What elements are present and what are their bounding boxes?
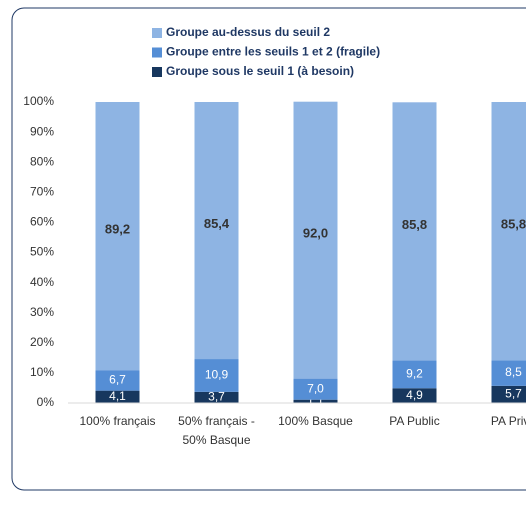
data-label: 6,7 (109, 373, 126, 387)
data-label: 8,5 (505, 365, 522, 379)
y-tick-label: 10% (30, 365, 54, 379)
y-tick-label: 50% (30, 245, 54, 259)
bar-segment (194, 391, 239, 403)
x-tick-label: 100% Basque (278, 414, 353, 428)
bar-segment (194, 359, 239, 392)
legend-swatch (152, 47, 162, 58)
legend-swatch (152, 28, 162, 38)
legend-label: Groupe sous le seuil 1 (à besoin) (166, 64, 354, 78)
bar-segment (194, 102, 239, 360)
data-label: 3,7 (208, 390, 225, 404)
data-label: 85,4 (204, 216, 230, 231)
data-label: 4,9 (406, 388, 423, 402)
x-tick-label: PA Privé (491, 414, 526, 428)
legend-label: Groupe au-dessus du seuil 2 (166, 25, 330, 39)
bar-segment (491, 102, 526, 361)
bar-segment (293, 399, 338, 403)
y-tick-label: 20% (30, 335, 54, 349)
data-label: 5,7 (505, 387, 522, 401)
y-tick-label: 90% (30, 124, 54, 138)
bar-segment (293, 101, 338, 379)
x-tick-label: 100% français (79, 414, 155, 428)
bar-segment (95, 390, 140, 403)
y-tick-label: 30% (30, 305, 54, 319)
data-label: 85,8 (501, 217, 526, 232)
bar-segment (392, 102, 437, 361)
legend-label: Groupe entre les seuils 1 et 2 (fragile) (166, 45, 380, 59)
bar-segment (392, 388, 437, 403)
x-tick-label: 50% français -50% Basque (178, 414, 255, 447)
data-label: 92,0 (303, 226, 328, 241)
data-label: 85,8 (402, 217, 427, 232)
y-tick-label: 100% (23, 94, 54, 108)
y-tick-label: 40% (30, 275, 54, 289)
bar-segment (491, 385, 526, 403)
data-label: 7,0 (307, 381, 324, 395)
data-label: 89,2 (105, 222, 130, 237)
y-tick-label: 80% (30, 154, 54, 168)
y-tick-label: 70% (30, 184, 54, 198)
data-label: 9,2 (406, 367, 423, 381)
data-label: 10,9 (205, 368, 229, 382)
bar-segment (95, 370, 140, 391)
bar-segment (392, 360, 437, 389)
y-tick-label: 60% (30, 215, 54, 229)
bar-segment (491, 360, 526, 386)
bar-segment (95, 102, 140, 371)
data-label: 4,1 (109, 389, 126, 403)
y-tick-label: 0% (37, 395, 55, 409)
bar-segment (293, 378, 338, 400)
x-tick-label: PA Public (389, 414, 439, 428)
legend-swatch (152, 67, 162, 77)
